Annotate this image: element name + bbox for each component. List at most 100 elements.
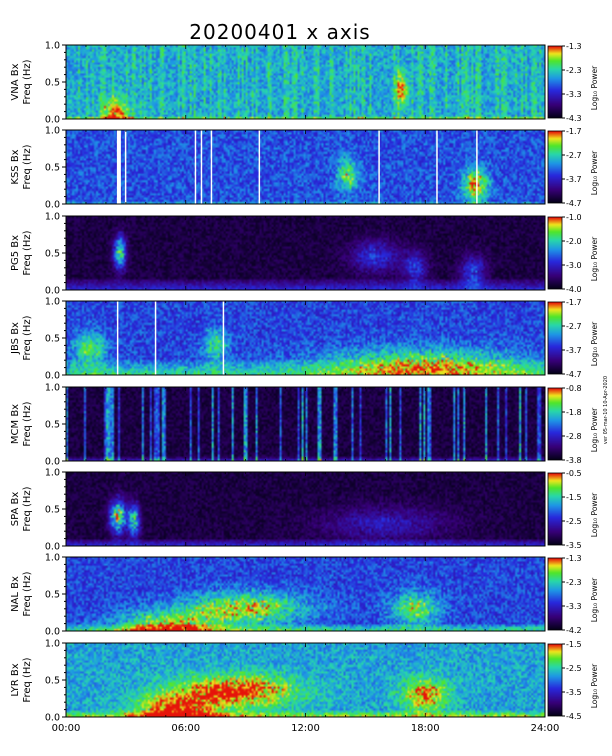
spectrogram-image [66, 301, 545, 375]
colorbar-tick-label: -1.3 [566, 554, 582, 563]
colorbar [548, 473, 562, 545]
colorbar-tick-label: -1.3 [566, 42, 582, 51]
colorbar-tick-label: -1.5 [566, 493, 582, 502]
colorbar [548, 644, 562, 716]
data-gap-line [200, 130, 203, 204]
x-tick-label: 18:00 [411, 723, 440, 734]
colorbar-label: Log₁₀ Power [590, 321, 599, 366]
y-label-freq: Freq (Hz) [22, 401, 33, 446]
colorbar-tick-label: -3.3 [566, 602, 582, 611]
y-tick-label: 0.5 [45, 590, 60, 601]
y-tick-label: 0.5 [45, 249, 60, 260]
colorbar-frame [547, 557, 563, 631]
y-label-freq: Freq (Hz) [22, 486, 33, 531]
colorbar-tick-label: -1.5 [566, 640, 582, 649]
y-label-station: NAL Bx [10, 576, 21, 612]
data-gap-line [210, 130, 213, 204]
x-tick-label: 00:00 [52, 723, 81, 734]
y-label-freq: Freq (Hz) [22, 657, 33, 702]
figure-title: 20200401 x axis [189, 20, 370, 44]
panel-jbs: 0.0 0.5 1.0 JBS Bx Freq (Hz) -1.7 -2.7 -3.7 -4.7… [10, 297, 599, 382]
colorbar-frame [547, 301, 563, 375]
colorbar-label: Log₁₀ Power [590, 577, 599, 622]
y-label-station: JBS Bx [10, 322, 21, 355]
colorbar-tick-label: -4.3 [566, 114, 582, 123]
y-tick-label: 1.0 [45, 212, 60, 223]
colorbar-tick-label: -2.5 [566, 517, 582, 526]
panel-pg5: 0.0 0.5 1.0 PG5 Bx Freq (Hz) -1.0 -2.0 -3.0 -4.0… [10, 212, 599, 297]
data-gap-line [194, 130, 197, 204]
colorbar-tick-label: -1.8 [566, 408, 582, 417]
spectrogram-image [66, 643, 545, 717]
data-gap-line [378, 130, 380, 204]
y-tick-label: 0.0 [45, 627, 60, 638]
colorbar-tick-label: -4.5 [566, 712, 582, 721]
panel-kss: 0.0 0.5 1.0 KSS Bx Freq (Hz) -1.7 -2.7 -3.7 -4.7… [10, 126, 599, 211]
version-note: ver 05-mar-10 10-Apr-2020 [603, 376, 609, 444]
colorbar-tick-label: -1.7 [566, 127, 582, 136]
spectrogram-image [66, 130, 545, 204]
colorbar-label: Log₁₀ Power [590, 150, 599, 195]
data-gap-line [476, 130, 478, 204]
colorbar-tick-label: -4.0 [566, 285, 582, 294]
y-tick-label: 0.5 [45, 676, 60, 687]
y-tick-label: 1.0 [45, 41, 60, 52]
y-label-freq: Freq (Hz) [22, 59, 33, 104]
colorbar-tick-label: -2.3 [566, 578, 582, 587]
y-tick-label: 0.5 [45, 78, 60, 89]
colorbar [548, 217, 562, 289]
colorbar-frame [547, 387, 563, 461]
spectrogram-image [66, 557, 545, 631]
colorbar-tick-label: -2.8 [566, 432, 582, 441]
panel-spa: 0.0 0.5 1.0 SPA Bx Freq (Hz) -0.5 -1.5 -2.5 -3.5… [10, 468, 599, 553]
colorbar-frame [547, 643, 563, 717]
y-label-station: PG5 Bx [10, 235, 21, 271]
colorbar-tick-label: -2.7 [566, 322, 582, 331]
y-tick-label: 1.0 [45, 126, 60, 137]
colorbar-tick-label: -3.0 [566, 261, 582, 270]
colorbar-label: Log₁₀ Power [590, 65, 599, 110]
panel-lyr: 0.0 0.5 1.0 LYR Bx Freq (Hz) -1.5 -2.5 -3.5 -4.5… [10, 639, 599, 724]
colorbar [548, 558, 562, 630]
panel-mcm: 0.0 0.5 1.0 MCM Bx Freq (Hz) -0.8 -1.8 -2.8 -3.8… [10, 383, 599, 468]
y-tick-label: 1.0 [45, 297, 60, 308]
colorbar-tick-label: -3.8 [566, 456, 582, 465]
panel-nal: 0.0 0.5 1.0 NAL Bx Freq (Hz) -1.3 -2.3 -3.3 -4.2… [10, 553, 599, 638]
y-tick-label: 0.5 [45, 334, 60, 345]
y-label-station: SPA Bx [10, 492, 21, 527]
x-tick-label: 06:00 [171, 723, 200, 734]
colorbar-frame [547, 472, 563, 546]
colorbar-tick-label: -4.2 [566, 626, 582, 635]
colorbar-tick-label: -2.7 [566, 151, 582, 160]
colorbar-tick-label: -4.7 [566, 370, 582, 379]
data-gap-line [436, 130, 438, 204]
y-label-station: MCM Bx [10, 404, 21, 444]
colorbar-label: Log₁₀ Power [590, 492, 599, 537]
y-label-freq: Freq (Hz) [22, 144, 33, 189]
colorbar-tick-label: -3.3 [566, 90, 582, 99]
data-gap-line [116, 301, 119, 375]
colorbar-tick-label: -1.0 [566, 213, 582, 222]
colorbar-label: Log₁₀ Power [590, 236, 599, 281]
y-tick-label: 1.0 [45, 383, 60, 394]
y-label-freq: Freq (Hz) [22, 315, 33, 360]
colorbar-tick-label: -0.5 [566, 469, 582, 478]
y-tick-label: 0.5 [45, 420, 60, 431]
data-gap-line [124, 130, 127, 204]
x-axis: 00:00 06:00 12:00 18:00 24:00 [52, 45, 560, 734]
x-tick-label: 24:00 [531, 723, 560, 734]
y-tick-label: 0.0 [45, 115, 60, 126]
y-tick-label: 0.5 [45, 163, 60, 174]
y-tick-label: 0.5 [45, 505, 60, 516]
colorbar-tick-label: -3.7 [566, 346, 582, 355]
y-label-station: VNA Bx [10, 63, 21, 100]
colorbar-tick-label: -0.8 [566, 384, 582, 393]
panel-vna: 0.0 0.5 1.0 VNA Bx Freq (Hz) -1.3 -2.3 -3.3 -4.3… [10, 41, 599, 126]
colorbar-tick-label: -3.5 [566, 541, 582, 550]
colorbar-tick-label: -1.7 [566, 298, 582, 307]
spectrogram-image [66, 216, 545, 290]
data-gap-line [154, 301, 157, 375]
spectrogram-image [66, 387, 545, 461]
